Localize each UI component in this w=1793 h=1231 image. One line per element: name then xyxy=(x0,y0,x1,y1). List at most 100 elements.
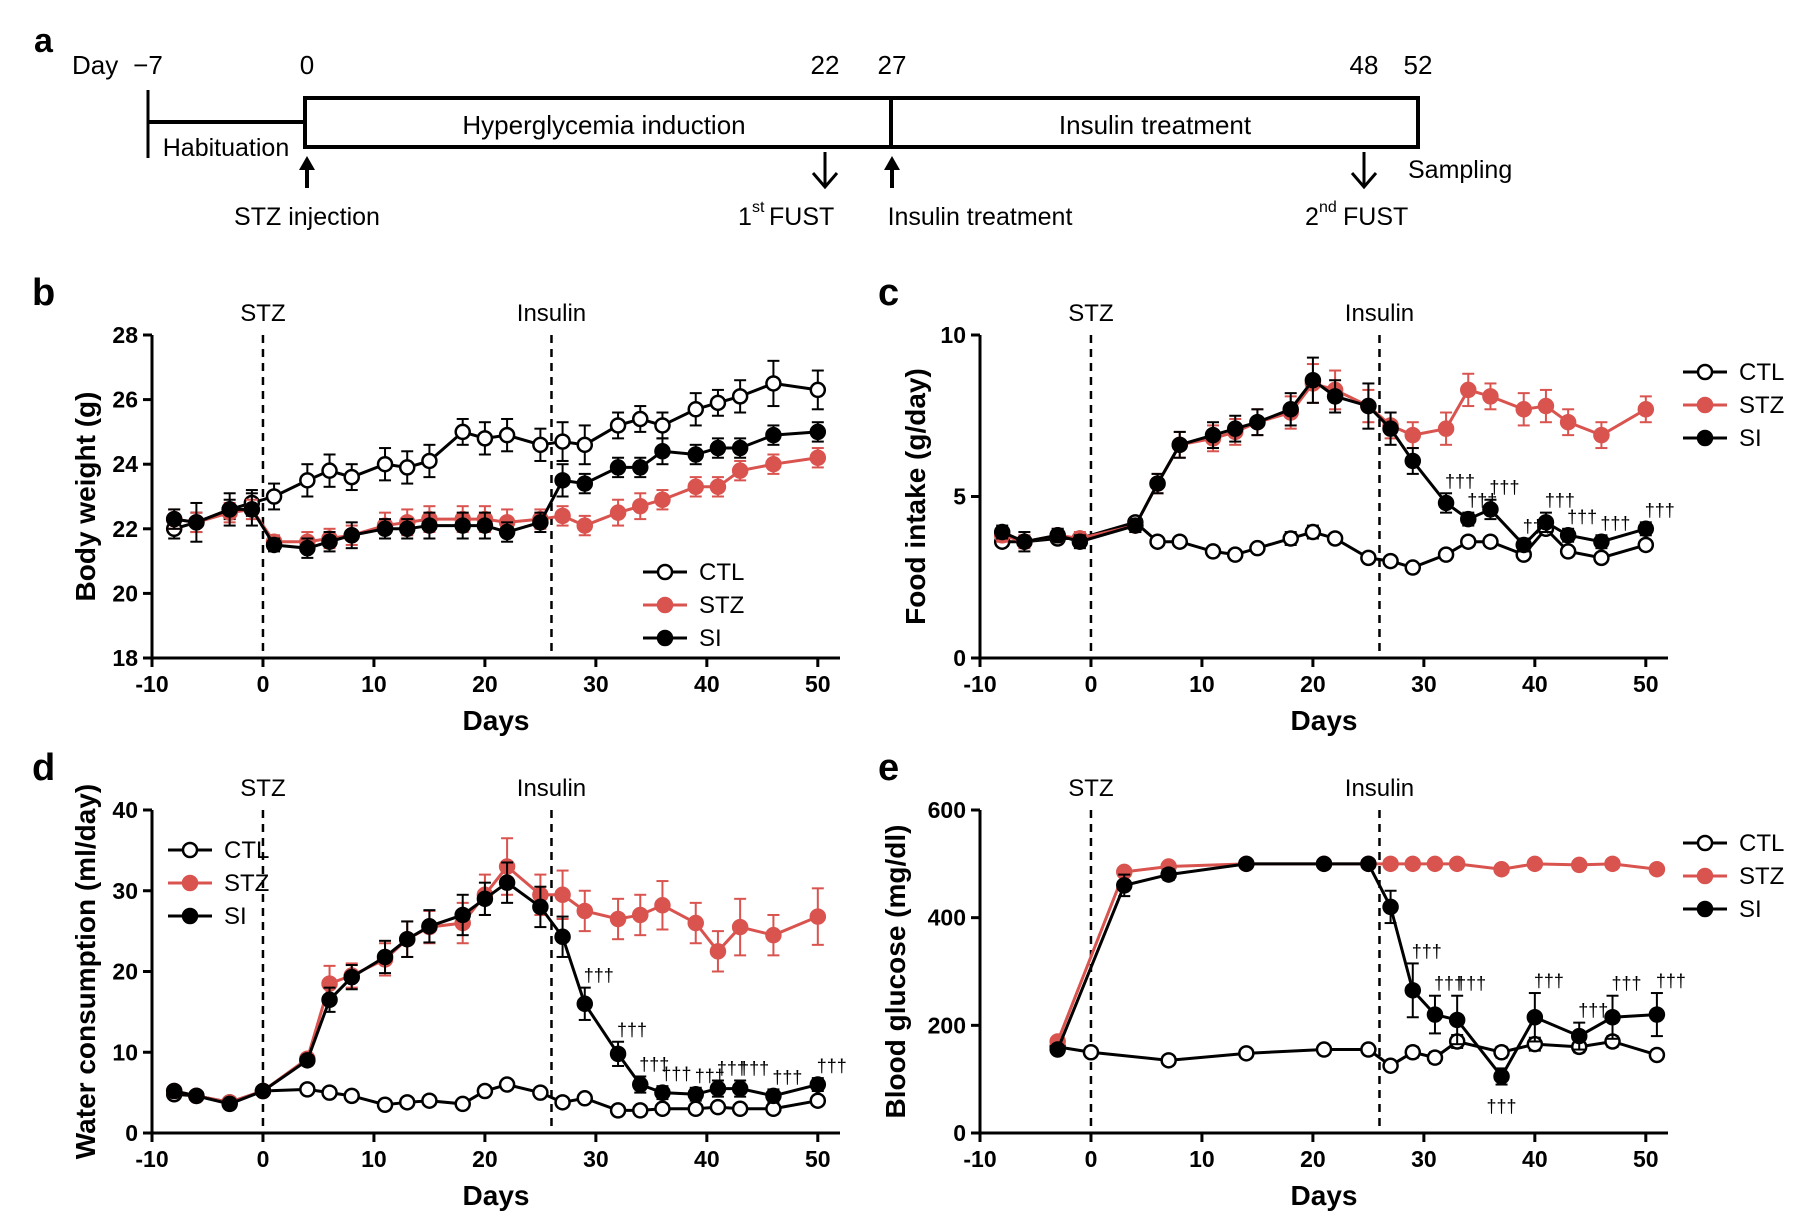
event-marker-label: Insulin xyxy=(1345,775,1414,802)
x-tick-label: 20 xyxy=(472,1146,498,1172)
data-point xyxy=(609,417,627,434)
data-point xyxy=(454,423,471,441)
data-point xyxy=(1116,877,1133,894)
data-point xyxy=(654,1084,671,1101)
data-point xyxy=(1526,1009,1544,1026)
x-tick-label: 40 xyxy=(694,1146,720,1172)
event-marker-label: Insulin xyxy=(517,300,586,327)
significance-dagger: ††† xyxy=(1645,500,1675,520)
panel-letter: b xyxy=(32,272,55,314)
y-tick-label: 26 xyxy=(112,387,138,413)
x-tick-label: 40 xyxy=(1522,671,1548,697)
data-point xyxy=(654,417,671,434)
data-point xyxy=(376,455,394,473)
legend-label: STZ xyxy=(699,592,744,619)
significance-dagger: ††† xyxy=(1534,971,1564,991)
timeline-tick-48: 48 xyxy=(1350,50,1379,80)
data-point xyxy=(632,1102,649,1119)
data-point xyxy=(1160,1052,1177,1069)
significance-dagger: ††† xyxy=(1600,513,1630,533)
data-point xyxy=(1404,452,1422,470)
data-point xyxy=(632,1076,649,1093)
event-marker-label: Insulin xyxy=(1345,300,1414,327)
data-point xyxy=(1382,420,1399,437)
data-point xyxy=(1171,436,1188,454)
data-point xyxy=(731,388,749,405)
x-tick-label: 30 xyxy=(583,1146,609,1172)
first-fust-label: FUST xyxy=(769,203,834,231)
timeline-tick-27: 27 xyxy=(878,50,907,80)
x-tick-label: -10 xyxy=(135,671,168,697)
data-point xyxy=(993,523,1011,541)
y-tick-label: 600 xyxy=(928,797,966,823)
y-tick-label: 24 xyxy=(112,451,138,477)
data-point xyxy=(1570,856,1588,874)
data-point xyxy=(1637,401,1655,418)
data-point xyxy=(765,375,782,392)
significance-dagger: ††† xyxy=(617,1020,647,1040)
data-point xyxy=(321,991,338,1009)
series-line xyxy=(1056,862,1657,1080)
legend-label: STZ xyxy=(1739,863,1784,890)
data-point xyxy=(576,517,594,534)
second-fust-label: FUST xyxy=(1343,203,1408,231)
y-tick-label: 40 xyxy=(112,797,138,823)
data-point xyxy=(454,1095,471,1113)
significance-dagger: ††† xyxy=(1656,971,1686,991)
data-point xyxy=(1426,1006,1444,1023)
data-point xyxy=(609,1102,627,1119)
y-tick-label: 28 xyxy=(112,322,138,348)
significance-dagger: ††† xyxy=(772,1067,802,1087)
data-point xyxy=(554,886,571,904)
y-axis-title: Blood glucose (mg/dl) xyxy=(880,825,911,1119)
significance-dagger: ††† xyxy=(1467,491,1497,511)
data-point xyxy=(421,517,438,534)
x-axis-title: Days xyxy=(463,1180,530,1211)
data-point xyxy=(809,1076,827,1093)
y-tick-label: 200 xyxy=(928,1012,966,1038)
x-tick-label: 0 xyxy=(257,671,270,697)
data-point xyxy=(709,394,727,412)
x-tick-label: 40 xyxy=(694,671,720,697)
data-point xyxy=(554,928,571,946)
x-tick-label: 10 xyxy=(1189,671,1215,697)
event-marker-label: STZ xyxy=(240,300,285,327)
data-point xyxy=(576,1090,594,1107)
data-point xyxy=(554,507,571,525)
significance-dagger: ††† xyxy=(1412,941,1442,961)
data-point xyxy=(165,510,183,528)
data-point xyxy=(609,504,627,521)
significance-dagger: ††† xyxy=(1567,507,1597,527)
panel-letter: e xyxy=(878,747,899,789)
significance-dagger: ††† xyxy=(717,1059,747,1079)
data-point xyxy=(1382,855,1399,873)
data-point xyxy=(632,906,649,924)
legend-label: SI xyxy=(1739,896,1762,923)
y-axis-title: Water consumption (ml/day) xyxy=(70,784,101,1159)
data-point xyxy=(576,995,594,1013)
data-point xyxy=(1537,514,1555,531)
x-tick-label: 30 xyxy=(1411,1146,1437,1172)
timeline-tick-52: 52 xyxy=(1404,50,1433,80)
series-si xyxy=(165,421,827,559)
data-point xyxy=(709,439,727,457)
data-point xyxy=(421,1092,438,1109)
data-point xyxy=(632,410,649,428)
data-point xyxy=(1460,510,1477,528)
legend-label: CTL xyxy=(1739,359,1784,386)
data-point xyxy=(576,902,594,920)
data-point xyxy=(165,1082,183,1100)
series-si xyxy=(165,861,827,1113)
legend: CTL STZ SI xyxy=(168,837,269,930)
data-point xyxy=(299,1052,316,1069)
data-point xyxy=(1282,401,1299,418)
data-point xyxy=(421,918,438,935)
data-point xyxy=(1559,543,1577,560)
data-point xyxy=(221,1095,238,1113)
data-point xyxy=(1326,530,1344,547)
legend-label: SI xyxy=(1739,425,1762,452)
data-point xyxy=(498,1076,516,1093)
panel-letter-a: a xyxy=(34,22,54,60)
data-point xyxy=(809,1092,827,1109)
data-point xyxy=(1360,397,1377,415)
